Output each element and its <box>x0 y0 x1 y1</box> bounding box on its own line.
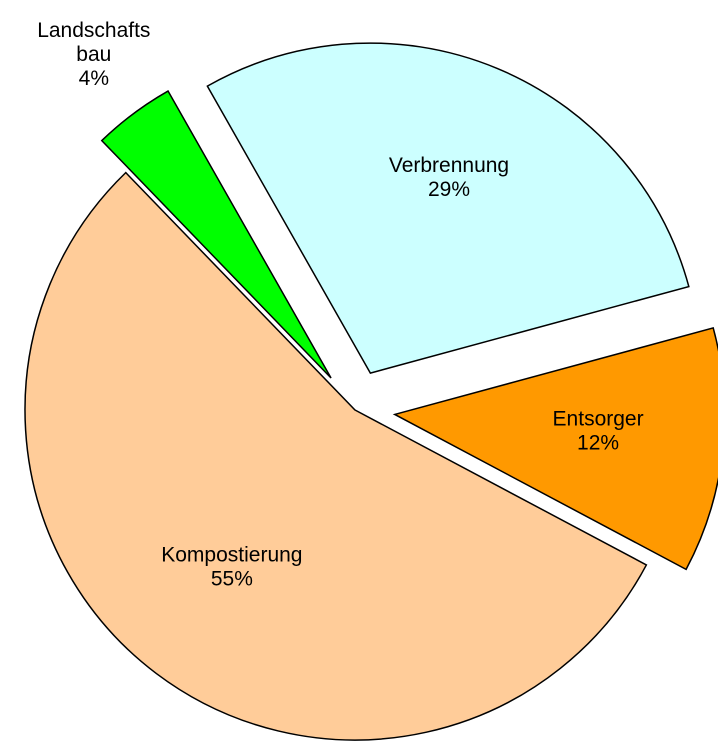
label-line: Verbrennung <box>389 154 509 177</box>
label-line: 12% <box>577 431 619 454</box>
pie-slice <box>100 90 332 379</box>
slice-name: Verbrennung <box>389 154 509 177</box>
slice-value: 4% <box>79 67 109 90</box>
slice-value: 55% <box>211 567 253 590</box>
label-line: Entsorger <box>553 407 644 430</box>
label-line: Kompostierung <box>161 543 302 566</box>
pie-slice <box>392 327 718 571</box>
pie-slice <box>206 42 690 374</box>
pie-slice <box>24 171 648 741</box>
slice-name: Entsorger <box>553 407 644 430</box>
slice-value: 12% <box>577 431 619 454</box>
label-line: Landschafts <box>37 19 150 42</box>
label-line: 4% <box>79 67 109 90</box>
label-line: bau <box>76 43 111 66</box>
slice-value: 29% <box>428 178 470 201</box>
slice-name: Landschafts bau <box>37 19 150 66</box>
label-line: 29% <box>428 178 470 201</box>
label-line: 55% <box>211 567 253 590</box>
slice-name: Kompostierung <box>161 543 302 566</box>
